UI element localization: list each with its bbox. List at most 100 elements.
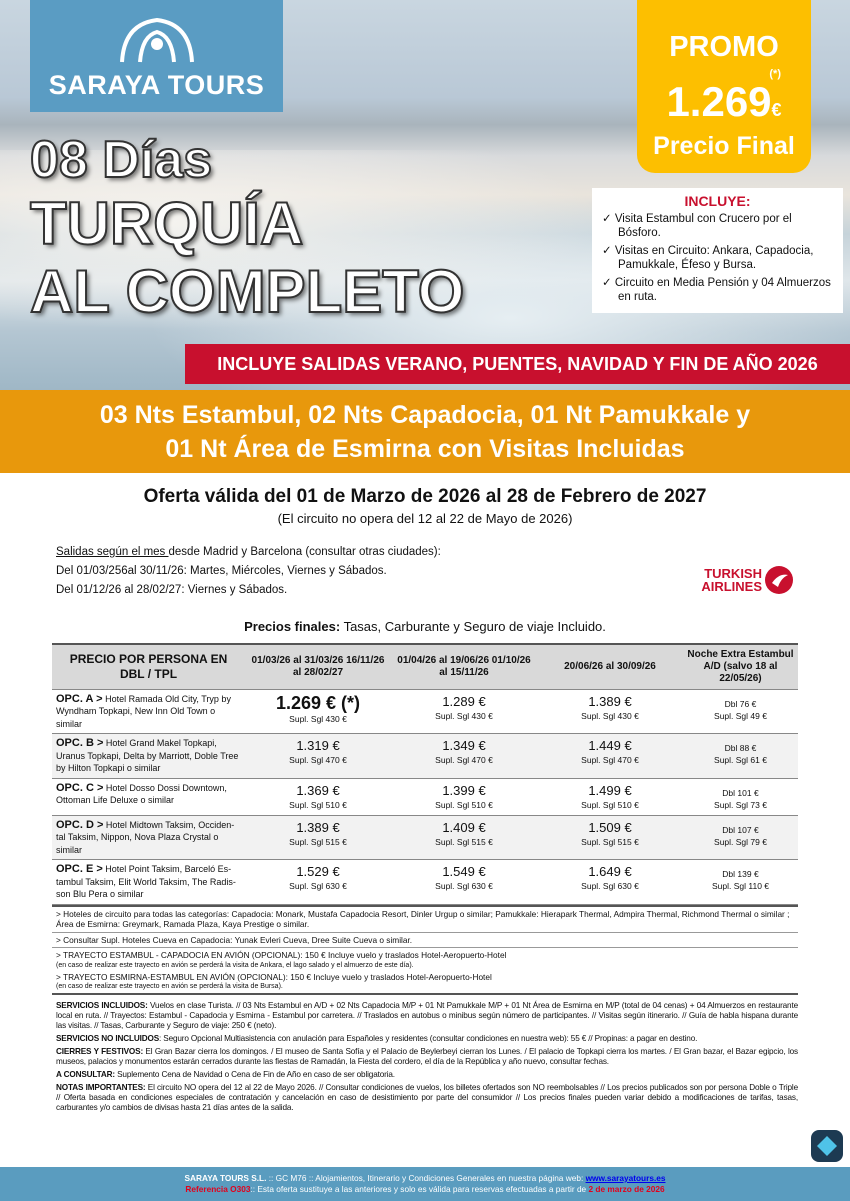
table-row: OPC. C > Hotel Dosso Dossi Downtown, Ott… — [52, 778, 798, 816]
price-cell: 1.399 € Supl. Sgl 510 € — [391, 778, 537, 816]
price: 1.509 € — [588, 819, 632, 835]
price-cell: 1.269 € (*) Supl. Sgl 430 € — [245, 689, 391, 734]
hotel-option: OPC. A > Hotel Ramada Old City, Tryp by … — [52, 689, 245, 734]
departures-label: Salidas según el mes — [56, 546, 169, 558]
chat-icon — [817, 1136, 837, 1156]
single-supplement: Supl. Sgl 430 € — [581, 710, 639, 721]
single-supplement: Supl. Sgl 430 € — [435, 710, 493, 721]
includes-item: ✓ Visitas en Circuito: Ankara, Capadocia… — [602, 245, 814, 271]
price: 1.369 € — [296, 782, 340, 798]
col-header: Noche Extra Estambul A/D (salvo 18 al 22… — [683, 643, 798, 690]
includes-heading: INCLUYE: — [684, 193, 751, 209]
services-not-included: SERVICIOS NO INCLUIDOS: Seguro Opcional … — [56, 1034, 698, 1043]
extra-night-cell: Dbl 139 € Supl. Sgl 110 € — [683, 859, 798, 905]
price-cell: 1.289 € Supl. Sgl 430 € — [391, 689, 537, 734]
flight-option-1: > TRAYECTO ESTAMBUL - CAPADOCIA EN AVIÓN… — [56, 950, 507, 960]
seasons-banner: INCLUYE SALIDAS VERANO, PUENTES, NAVIDAD… — [185, 344, 850, 384]
hotel-option: OPC. C > Hotel Dosso Dossi Downtown, Ott… — [52, 778, 245, 816]
promo-badge: PROMO (*) 1.269€ Precio Final — [637, 0, 811, 173]
price-cell: 1.509 € Supl. Sgl 515 € — [537, 815, 683, 860]
offer-title: Oferta válida del 01 de Marzo de 2026 al… — [143, 486, 707, 507]
includes-item: ✓ Visita Estambul con Crucero por el Bós… — [602, 213, 792, 239]
hotel-option: OPC. B > Hotel Grand Makel Topkapi, Uran… — [52, 733, 245, 779]
price-cell: 1.369 € Supl. Sgl 510 € — [245, 778, 391, 816]
price: 1.349 € — [442, 738, 486, 753]
single-supplement: Supl. Sgl 630 € — [581, 881, 639, 891]
promo-label: PROMO — [669, 31, 779, 63]
circuit-hotels-note: > Hoteles de circuito para todas las cat… — [52, 907, 798, 933]
footer: SARAYA TOURS S.L. :: GC M76 :: Alojamien… — [0, 1167, 850, 1201]
airline-bird-icon — [765, 566, 793, 594]
price: 1.649 € — [588, 864, 632, 879]
single-supplement: Supl. Sgl 510 € — [435, 799, 493, 810]
price-cell: 1.649 € Supl. Sgl 630 € — [537, 859, 683, 905]
price-cell: 1.409 € Supl. Sgl 515 € — [391, 815, 537, 860]
single-supplement: Supl. Sgl 470 € — [581, 755, 639, 765]
hotel-option: OPC. E > Hotel Point Taksim, Barceló Es-… — [52, 859, 245, 905]
table-row: OPC. A > Hotel Ramada Old City, Tryp by … — [52, 689, 798, 734]
price: 1.399 € — [442, 782, 486, 798]
extra-night-cell: Dbl 107 € Supl. Sgl 79 € — [683, 815, 798, 860]
departures-line: Del 01/12/26 al 28/02/27: Viernes y Sába… — [56, 584, 288, 596]
itinerary-line: 01 Nt Área de Esmirna con Visitas Inclui… — [165, 435, 685, 463]
single-supplement: Supl. Sgl 430 € — [289, 713, 347, 724]
departures-info: Salidas según el mes desde Madrid y Barc… — [56, 543, 441, 600]
hero-title-2: AL COMPLETO — [29, 258, 465, 325]
closures: CIERRES Y FESTIVOS: El Gran Bazar cierra… — [56, 1047, 798, 1066]
col-header: 20/06/26 al 30/09/26 — [537, 643, 683, 690]
price: 1.389 € — [296, 819, 340, 835]
price-cell: 1.549 € Supl. Sgl 630 € — [391, 859, 537, 905]
table-row: OPC. E > Hotel Point Taksim, Barceló Es-… — [52, 859, 798, 905]
final-prices-note: Precios finales: Tasas, Carburante y Seg… — [244, 619, 606, 634]
price-cell: 1.389 € Supl. Sgl 430 € — [537, 689, 683, 734]
includes-box: INCLUYE: ✓ Visita Estambul con Crucero p… — [592, 188, 843, 313]
price: 1.409 € — [442, 819, 486, 835]
chat-widget-button[interactable] — [811, 1130, 843, 1162]
price: 1.389 € — [588, 693, 632, 709]
arch-logo-icon — [119, 17, 194, 63]
website-link[interactable]: www.sarayatours.es — [585, 1173, 666, 1183]
table-row: OPC. B > Hotel Grand Makel Topkapi, Uran… — [52, 733, 798, 779]
single-supplement: Supl. Sgl 470 € — [435, 755, 493, 765]
offer-subtitle: (El circuito no opera del 12 al 22 de Ma… — [277, 511, 573, 526]
itinerary-line: 03 Nts Estambul, 02 Nts Capadocia, 01 Nt… — [99, 401, 751, 429]
legal-terms: SERVICIOS INCLUIDOS: Vuelos en clase Tur… — [56, 1001, 798, 1113]
days-title: 08 Días — [29, 131, 213, 189]
price-cell: 1.349 € Supl. Sgl 470 € — [391, 733, 537, 779]
promo-final: Precio Final — [653, 131, 795, 160]
price-cell: 1.449 € Supl. Sgl 470 € — [537, 733, 683, 779]
offer-validity: Oferta válida del 01 de Marzo de 2026 al… — [0, 485, 850, 527]
hotel-notes: > Hoteles de circuito para todas las cat… — [52, 904, 798, 995]
valid-from-date: 2 de marzo de 2026 — [588, 1184, 665, 1194]
departures-intro: desde Madrid y Barcelona (consultar otra… — [168, 546, 441, 558]
single-supplement: Supl. Sgl 515 € — [435, 836, 493, 847]
departures-line: Del 01/03/256al 30/11/26: Martes, Miérco… — [56, 565, 387, 577]
price-cell: 1.499 € Supl. Sgl 510 € — [537, 778, 683, 816]
extra-night-cell: Dbl 88 € Supl. Sgl 61 € — [683, 733, 798, 779]
cave-hotels-note: > Consultar Supl. Hoteles Cueva en Capad… — [52, 933, 798, 948]
hotel-option: OPC. D > Hotel Midtown Taksim, Occiden-t… — [52, 815, 245, 860]
flight-option-1-note: (en caso de realizar este trayecto en av… — [56, 961, 414, 969]
to-consult: A CONSULTAR: Suplemento Cena de Navidad … — [56, 1070, 395, 1079]
single-supplement: Supl. Sgl 510 € — [581, 799, 639, 810]
flight-option-2: > TRAYECTO ESMIRNA-ESTAMBUL EN AVIÓN (OP… — [56, 971, 492, 982]
col-header: 01/03/26 al 31/03/26 16/11/26 al 28/02/2… — [245, 643, 391, 690]
price: 1.269 € (*) — [275, 692, 361, 713]
price: 1.449 € — [588, 738, 632, 753]
price-table: PRECIO POR PERSONA EN DBL / TPL 01/03/26… — [52, 643, 798, 905]
single-supplement: Supl. Sgl 630 € — [435, 881, 493, 891]
services-included: SERVICIOS INCLUIDOS: Vuelos en clase Tur… — [56, 1001, 798, 1030]
details-section: PRECIO POR PERSONA EN DBL / TPL 01/03/26… — [52, 643, 798, 1116]
price-cell: 1.529 € Supl. Sgl 630 € — [245, 859, 391, 905]
extra-night-cell: Dbl 76 € Supl. Sgl 49 € — [683, 689, 798, 734]
single-supplement: Supl. Sgl 515 € — [581, 836, 639, 847]
saraya-logo: SARAYA TOURS — [30, 0, 283, 112]
price: 1.529 € — [296, 864, 340, 879]
price-cell: 1.389 € Supl. Sgl 515 € — [245, 815, 391, 860]
price-cell: 1.319 € Supl. Sgl 470 € — [245, 733, 391, 779]
price: 1.319 € — [296, 738, 340, 753]
single-supplement: Supl. Sgl 630 € — [289, 881, 347, 891]
extra-night-cell: Dbl 101 € Supl. Sgl 73 € — [683, 778, 798, 816]
reference-code: Referencia O303 — [185, 1184, 251, 1194]
itinerary-banner: 03 Nts Estambul, 02 Nts Capadocia, 01 Nt… — [0, 390, 850, 473]
